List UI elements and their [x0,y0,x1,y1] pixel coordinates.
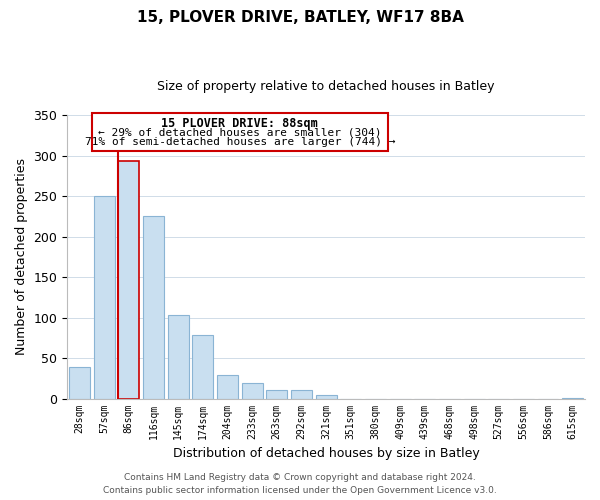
Bar [242,383,263,398]
Text: 15, PLOVER DRIVE, BATLEY, WF17 8BA: 15, PLOVER DRIVE, BATLEY, WF17 8BA [137,10,463,25]
Bar [167,315,188,398]
Bar [94,196,115,398]
Text: 71% of semi-detached houses are larger (744) →: 71% of semi-detached houses are larger (… [85,137,395,147]
Bar [69,367,90,398]
Bar [266,390,287,398]
FancyBboxPatch shape [92,112,388,152]
Bar [143,216,164,398]
Bar [217,375,238,398]
Text: Contains HM Land Registry data © Crown copyright and database right 2024.
Contai: Contains HM Land Registry data © Crown c… [103,474,497,495]
X-axis label: Distribution of detached houses by size in Batley: Distribution of detached houses by size … [173,447,479,460]
Text: 15 PLOVER DRIVE: 88sqm: 15 PLOVER DRIVE: 88sqm [161,116,318,130]
Text: ← 29% of detached houses are smaller (304): ← 29% of detached houses are smaller (30… [98,127,382,137]
Bar [192,336,213,398]
Bar [118,161,139,398]
Title: Size of property relative to detached houses in Batley: Size of property relative to detached ho… [157,80,495,93]
Bar [316,396,337,398]
Bar [291,390,312,398]
Y-axis label: Number of detached properties: Number of detached properties [15,158,28,356]
